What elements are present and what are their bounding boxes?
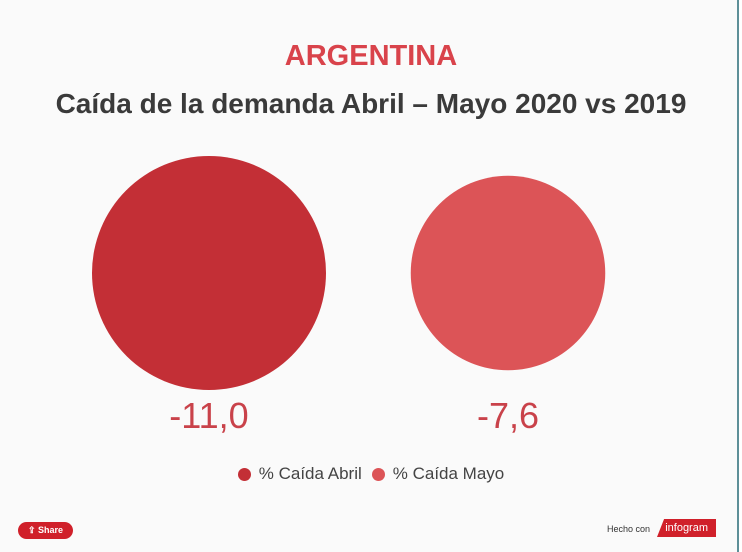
- legend-dot: [237, 467, 251, 481]
- bubble-1[interactable]: [410, 175, 606, 371]
- legend-label: % Caída Mayo: [392, 464, 505, 483]
- legend-dot: [371, 467, 385, 481]
- infogram-logo-link[interactable]: infogram: [657, 519, 716, 537]
- data-label: -7,6: [477, 395, 539, 436]
- brand-label: infogram: [665, 522, 708, 534]
- legend-label: % Caída Abril: [258, 464, 362, 483]
- chart-kicker: ARGENTINA: [284, 40, 458, 72]
- bubble-0[interactable]: [92, 156, 326, 390]
- chart-title: Caída de la demanda Abril – Mayo 2020 vs…: [55, 88, 687, 119]
- window-border: [737, 0, 739, 552]
- share-label: Share: [38, 525, 64, 535]
- share-button[interactable]: ⇪ Share: [18, 522, 74, 539]
- legend-item-mayo[interactable]: % Caída Mayo: [371, 464, 505, 484]
- bubble-chart: -11,0 -7,6: [92, 156, 606, 436]
- legend-item-abril[interactable]: % Caída Abril: [237, 464, 362, 484]
- made-with-text: Hecho con: [607, 524, 651, 534]
- data-label: -11,0: [169, 395, 248, 436]
- share-icon: ⇪: [28, 525, 39, 535]
- legend: % Caída Abril % Caída Mayo: [0, 464, 742, 484]
- window-margin: [739, 0, 742, 552]
